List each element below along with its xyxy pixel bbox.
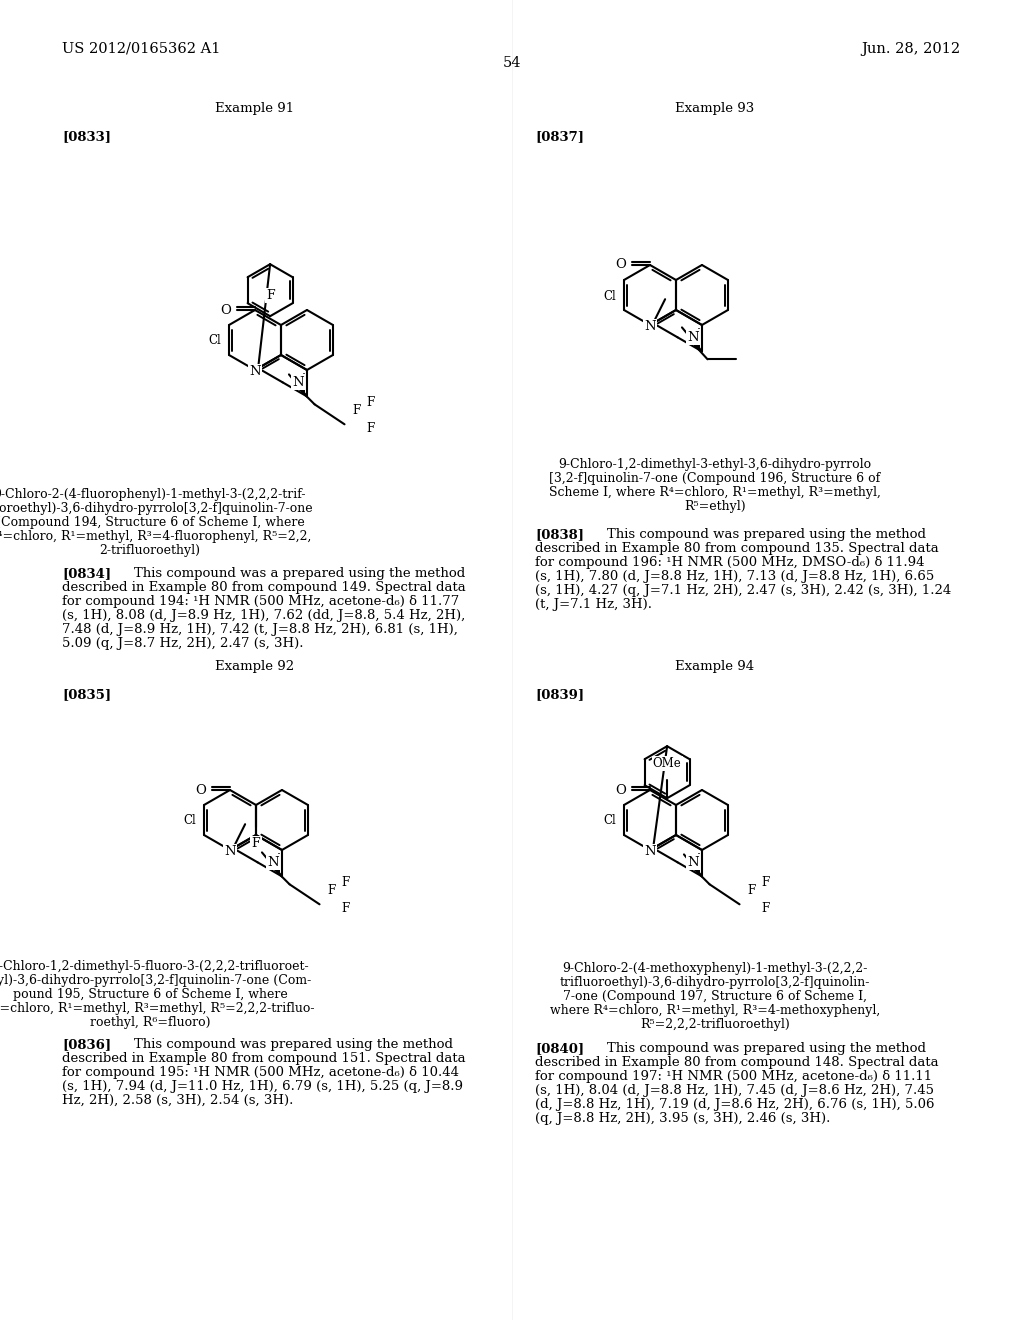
Text: F: F xyxy=(328,884,336,896)
Text: for compound 194: ¹H NMR (500 MHz, acetone-d₆) δ 11.77: for compound 194: ¹H NMR (500 MHz, aceto… xyxy=(62,595,459,609)
Text: O: O xyxy=(220,304,231,317)
Text: hyl)-3,6-dihydro-pyrrolo[3,2-f]quinolin-7-one (Com-: hyl)-3,6-dihydro-pyrrolo[3,2-f]quinolin-… xyxy=(0,974,311,987)
Text: roethyl, R⁶=fluoro): roethyl, R⁶=fluoro) xyxy=(90,1016,210,1030)
Text: (d, J=8.8 Hz, 1H), 7.19 (d, J=8.6 Hz, 2H), 6.76 (s, 1H), 5.06: (d, J=8.8 Hz, 1H), 7.19 (d, J=8.6 Hz, 2H… xyxy=(535,1098,935,1111)
Text: N: N xyxy=(293,376,304,389)
Text: N: N xyxy=(644,319,655,333)
Text: F: F xyxy=(266,289,274,302)
Text: F: F xyxy=(342,875,350,888)
Text: R⁴=chloro, R¹=methyl, R³=4-fluorophenyl, R⁵=2,2,: R⁴=chloro, R¹=methyl, R³=4-fluorophenyl,… xyxy=(0,531,311,543)
Text: described in Example 80 from compound 149. Spectral data: described in Example 80 from compound 14… xyxy=(62,581,466,594)
Text: O: O xyxy=(196,784,206,796)
Text: F: F xyxy=(252,837,260,850)
Text: F: F xyxy=(352,404,360,417)
Text: O: O xyxy=(209,334,220,346)
Text: Scheme I, where R⁴=chloro, R¹=methyl, R³=methyl,: Scheme I, where R⁴=chloro, R¹=methyl, R³… xyxy=(549,486,881,499)
Text: [3,2-f]quinolin-7-one (Compound 196, Structure 6 of: [3,2-f]quinolin-7-one (Compound 196, Str… xyxy=(549,473,881,484)
Text: [0833]: [0833] xyxy=(62,129,111,143)
Text: N: N xyxy=(687,855,699,869)
Text: O: O xyxy=(615,259,626,272)
Text: 9-Chloro-1,2-dimethyl-5-fluoro-3-(2,2,2-trifluoroet-: 9-Chloro-1,2-dimethyl-5-fluoro-3-(2,2,2-… xyxy=(0,960,309,973)
Text: F: F xyxy=(367,396,375,409)
Text: [0840]: [0840] xyxy=(535,1041,584,1055)
Text: Cl: Cl xyxy=(603,814,616,828)
Text: [0834]: [0834] xyxy=(62,568,112,579)
Text: Jun. 28, 2012: Jun. 28, 2012 xyxy=(861,42,961,55)
Text: for compound 196: ¹H NMR (500 MHz, DMSO-d₆) δ 11.94: for compound 196: ¹H NMR (500 MHz, DMSO-… xyxy=(535,556,925,569)
Text: F: F xyxy=(748,884,756,896)
Text: O: O xyxy=(615,784,626,796)
Text: Cl: Cl xyxy=(183,814,196,828)
Text: [0835]: [0835] xyxy=(62,688,112,701)
Text: (q, J=8.8 Hz, 2H), 3.95 (s, 3H), 2.46 (s, 3H).: (q, J=8.8 Hz, 2H), 3.95 (s, 3H), 2.46 (s… xyxy=(535,1111,830,1125)
Text: R⁴=chloro, R¹=methyl, R³=methyl, R⁵=2,2,2-trifluo-: R⁴=chloro, R¹=methyl, R³=methyl, R⁵=2,2,… xyxy=(0,1002,314,1015)
Text: described in Example 80 from compound 148. Spectral data: described in Example 80 from compound 14… xyxy=(535,1056,939,1069)
Text: Example 91: Example 91 xyxy=(215,102,295,115)
Text: Cl: Cl xyxy=(603,289,616,302)
Text: This compound was prepared using the method: This compound was prepared using the met… xyxy=(117,1038,453,1051)
Text: Example 92: Example 92 xyxy=(215,660,295,673)
Text: This compound was prepared using the method: This compound was prepared using the met… xyxy=(590,528,926,541)
Text: 2-trifluoroethyl): 2-trifluoroethyl) xyxy=(99,544,201,557)
Text: luoroethyl)-3,6-dihydro-pyrrolo[3,2-f]quinolin-7-one: luoroethyl)-3,6-dihydro-pyrrolo[3,2-f]qu… xyxy=(0,502,312,515)
Text: R⁵=ethyl): R⁵=ethyl) xyxy=(684,500,745,513)
Text: [0836]: [0836] xyxy=(62,1038,112,1051)
Text: N: N xyxy=(687,331,699,343)
Text: This compound was prepared using the method: This compound was prepared using the met… xyxy=(590,1041,926,1055)
Text: F: F xyxy=(762,875,770,888)
Text: (Compound 194, Structure 6 of Scheme I, where: (Compound 194, Structure 6 of Scheme I, … xyxy=(0,516,304,529)
Text: R⁵=2,2,2-trifluoroethyl): R⁵=2,2,2-trifluoroethyl) xyxy=(640,1018,790,1031)
Text: for compound 197: ¹H NMR (500 MHz, acetone-d₆) δ 11.11: for compound 197: ¹H NMR (500 MHz, aceto… xyxy=(535,1071,932,1082)
Text: N: N xyxy=(249,366,261,378)
Text: 9-Chloro-2-(4-methoxyphenyl)-1-methyl-3-(2,2,2-: 9-Chloro-2-(4-methoxyphenyl)-1-methyl-3-… xyxy=(562,962,867,975)
Text: 7-one (Compound 197, Structure 6 of Scheme I,: 7-one (Compound 197, Structure 6 of Sche… xyxy=(563,990,867,1003)
Text: [0837]: [0837] xyxy=(535,129,584,143)
Text: 54: 54 xyxy=(503,55,521,70)
Text: N: N xyxy=(224,845,236,858)
Text: [0839]: [0839] xyxy=(535,688,584,701)
Text: Cl: Cl xyxy=(208,334,221,347)
Text: F: F xyxy=(367,422,375,434)
Text: (s, 1H), 7.80 (d, J=8.8 Hz, 1H), 7.13 (d, J=8.8 Hz, 1H), 6.65: (s, 1H), 7.80 (d, J=8.8 Hz, 1H), 7.13 (d… xyxy=(535,570,934,583)
Text: N: N xyxy=(644,845,655,858)
Text: (s, 1H), 4.27 (q, J=7.1 Hz, 2H), 2.47 (s, 3H), 2.42 (s, 3H), 1.24: (s, 1H), 4.27 (q, J=7.1 Hz, 2H), 2.47 (s… xyxy=(535,583,951,597)
Text: OMe: OMe xyxy=(652,758,682,770)
Text: This compound was a prepared using the method: This compound was a prepared using the m… xyxy=(117,568,465,579)
Text: US 2012/0165362 A1: US 2012/0165362 A1 xyxy=(62,42,220,55)
Text: where R⁴=chloro, R¹=methyl, R³=4-methoxyphenyl,: where R⁴=chloro, R¹=methyl, R³=4-methoxy… xyxy=(550,1005,880,1016)
Text: trifluoroethyl)-3,6-dihydro-pyrrolo[3,2-f]quinolin-: trifluoroethyl)-3,6-dihydro-pyrrolo[3,2-… xyxy=(560,975,870,989)
Text: Hz, 2H), 2.58 (s, 3H), 2.54 (s, 3H).: Hz, 2H), 2.58 (s, 3H), 2.54 (s, 3H). xyxy=(62,1094,293,1107)
Text: F: F xyxy=(342,902,350,915)
Text: Example 94: Example 94 xyxy=(676,660,755,673)
Text: described in Example 80 from compound 151. Spectral data: described in Example 80 from compound 15… xyxy=(62,1052,466,1065)
Text: (s, 1H), 8.08 (d, J=8.9 Hz, 1H), 7.62 (dd, J=8.8, 5.4 Hz, 2H),: (s, 1H), 8.08 (d, J=8.9 Hz, 1H), 7.62 (d… xyxy=(62,609,465,622)
Text: for compound 195: ¹H NMR (500 MHz, acetone-d₆) δ 10.44: for compound 195: ¹H NMR (500 MHz, aceto… xyxy=(62,1067,459,1078)
Text: 9-Chloro-2-(4-fluorophenyl)-1-methyl-3-(2,2,2-trif-: 9-Chloro-2-(4-fluorophenyl)-1-methyl-3-(… xyxy=(0,488,306,502)
Text: (t, J=7.1 Hz, 3H).: (t, J=7.1 Hz, 3H). xyxy=(535,598,652,611)
Text: [0838]: [0838] xyxy=(535,528,584,541)
Text: pound 195, Structure 6 of Scheme I, where: pound 195, Structure 6 of Scheme I, wher… xyxy=(12,987,288,1001)
Text: 9-Chloro-1,2-dimethyl-3-ethyl-3,6-dihydro-pyrrolo: 9-Chloro-1,2-dimethyl-3-ethyl-3,6-dihydr… xyxy=(558,458,871,471)
Text: F: F xyxy=(762,902,770,915)
Text: N: N xyxy=(267,855,280,869)
Text: 7.48 (d, J=8.9 Hz, 1H), 7.42 (t, J=8.8 Hz, 2H), 6.81 (s, 1H),: 7.48 (d, J=8.9 Hz, 1H), 7.42 (t, J=8.8 H… xyxy=(62,623,458,636)
Text: (s, 1H), 7.94 (d, J=11.0 Hz, 1H), 6.79 (s, 1H), 5.25 (q, J=8.9: (s, 1H), 7.94 (d, J=11.0 Hz, 1H), 6.79 (… xyxy=(62,1080,463,1093)
Text: 5.09 (q, J=8.7 Hz, 2H), 2.47 (s, 3H).: 5.09 (q, J=8.7 Hz, 2H), 2.47 (s, 3H). xyxy=(62,638,303,649)
Text: (s, 1H), 8.04 (d, J=8.8 Hz, 1H), 7.45 (d, J=8.6 Hz, 2H), 7.45: (s, 1H), 8.04 (d, J=8.8 Hz, 1H), 7.45 (d… xyxy=(535,1084,934,1097)
Text: described in Example 80 from compound 135. Spectral data: described in Example 80 from compound 13… xyxy=(535,543,939,554)
Text: Example 93: Example 93 xyxy=(676,102,755,115)
